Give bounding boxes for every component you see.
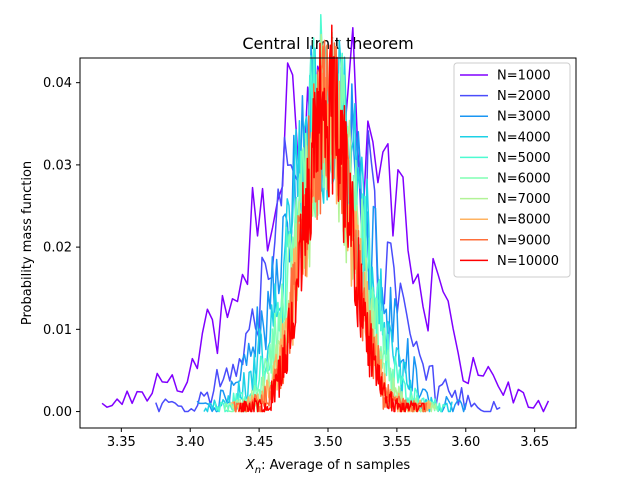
legend-label: N=3000 [497, 110, 551, 125]
x-axis-label: Xn: Average of n samples [245, 458, 411, 476]
x-axis-ticks: 3.35 3.40 3.45 3.50 3.55 3.60 3.65 [107, 428, 549, 450]
legend-label: N=5000 [497, 151, 551, 166]
y-tick-label: 0.00 [43, 405, 72, 420]
y-axis-ticks: 0.00 0.01 0.02 0.03 0.04 [43, 76, 80, 420]
legend-label: N=8000 [497, 213, 551, 228]
y-tick-label: 0.02 [43, 241, 72, 256]
y-tick-label: 0.03 [43, 158, 72, 173]
x-tick-label: 3.50 [314, 435, 343, 450]
x-tick-label: 3.45 [245, 435, 274, 450]
series-layer [101, 14, 550, 413]
y-tick-label: 0.01 [43, 323, 72, 338]
legend-label: N=6000 [497, 172, 551, 187]
legend-label: N=7000 [497, 192, 551, 207]
chart-title: Central limit theorem [242, 34, 413, 53]
x-tick-label: 3.55 [382, 435, 411, 450]
legend-label: N=10000 [497, 254, 559, 269]
y-axis-label: Probability mass function [20, 161, 35, 325]
legend-label: N=4000 [497, 130, 551, 145]
series-line-n-10000 [237, 24, 426, 413]
x-tick-label: 3.65 [520, 435, 549, 450]
x-axis-label-text: : Average of n samples [261, 458, 410, 473]
legend-label: N=9000 [497, 233, 551, 248]
x-tick-label: 3.35 [107, 435, 136, 450]
x-axis-label-var: X [245, 458, 256, 473]
x-axis-label-sub: n [255, 465, 261, 476]
legend: N=1000 N=2000 N=3000 N=4000 N=5000 N=6000 N=70… [453, 62, 571, 278]
x-tick-label: 3.40 [176, 435, 205, 450]
plot-frame [79, 57, 577, 429]
legend-label: N=1000 [497, 69, 551, 84]
legend-label: N=2000 [497, 89, 551, 104]
y-tick-label: 0.04 [43, 76, 72, 91]
x-tick-label: 3.60 [451, 435, 480, 450]
